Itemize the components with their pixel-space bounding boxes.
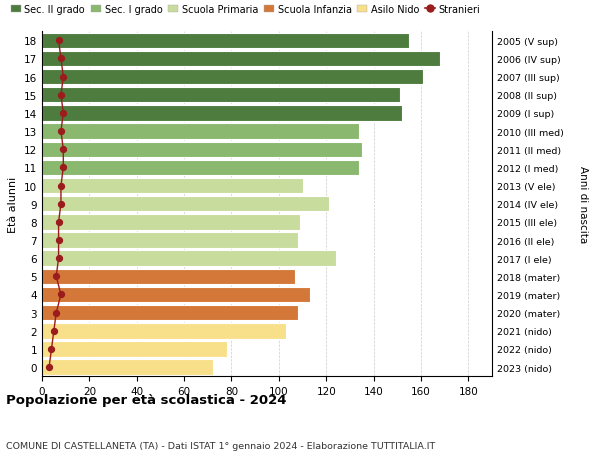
Y-axis label: Anni di nascita: Anni di nascita: [578, 166, 587, 243]
Bar: [42, 324, 286, 339]
Bar: [42, 341, 227, 357]
Bar: [42, 215, 300, 230]
Point: [52, 309, 61, 317]
Point: [54, 38, 64, 45]
Bar: [42, 287, 310, 302]
Bar: [42, 51, 440, 67]
Point: [59, 164, 68, 172]
Text: COMUNE DI CASTELLANETA (TA) - Dati ISTAT 1° gennaio 2024 - Elaborazione TUTTITAL: COMUNE DI CASTELLANETA (TA) - Dati ISTAT…: [6, 441, 435, 450]
Point: [54, 237, 64, 244]
Point: [56, 291, 66, 298]
Bar: [42, 142, 362, 157]
Point: [56, 128, 66, 135]
Point: [56, 201, 66, 208]
Point: [56, 56, 66, 63]
Point: [52, 273, 61, 280]
Bar: [42, 124, 359, 140]
Bar: [42, 179, 302, 194]
Point: [59, 110, 68, 118]
Y-axis label: Età alunni: Età alunni: [8, 176, 19, 232]
Bar: [42, 70, 424, 85]
Bar: [42, 269, 295, 285]
Bar: [42, 305, 298, 321]
Point: [56, 92, 66, 99]
Point: [54, 218, 64, 226]
Bar: [42, 233, 298, 248]
Bar: [42, 34, 409, 49]
Text: Popolazione per età scolastica - 2024: Popolazione per età scolastica - 2024: [6, 393, 287, 406]
Bar: [42, 251, 335, 266]
Point: [59, 74, 68, 81]
Point: [44, 364, 54, 371]
Bar: [42, 359, 212, 375]
Bar: [42, 88, 400, 103]
Point: [47, 346, 56, 353]
Point: [49, 327, 59, 335]
Legend: Sec. II grado, Sec. I grado, Scuola Primaria, Scuola Infanzia, Asilo Nido, Stran: Sec. II grado, Sec. I grado, Scuola Prim…: [11, 5, 481, 15]
Bar: [42, 196, 329, 212]
Point: [59, 146, 68, 154]
Point: [54, 255, 64, 262]
Point: [56, 183, 66, 190]
Bar: [42, 106, 402, 121]
Bar: [42, 160, 359, 176]
